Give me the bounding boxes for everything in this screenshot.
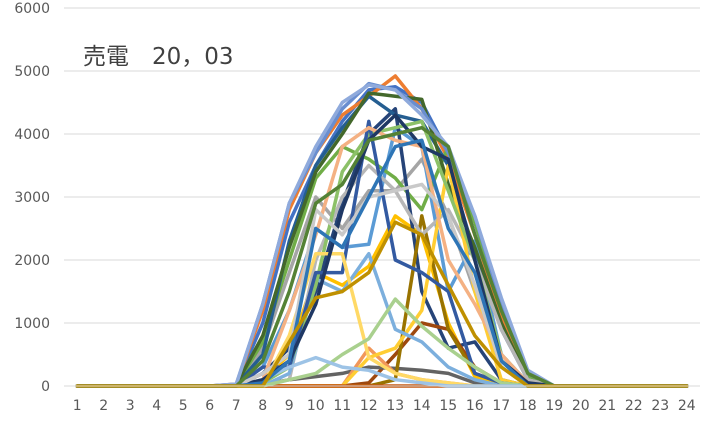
x-tick-label: 7 [232,398,241,414]
x-tick-label: 20 [572,398,590,414]
y-tick-label: 2000 [14,253,50,269]
y-tick-label: 5000 [14,64,50,80]
y-tick-label: 0 [41,379,50,395]
y-tick-label: 6000 [14,1,50,17]
x-tick-label: 22 [625,398,643,414]
x-tick-label: 14 [413,398,431,414]
x-tick-label: 19 [545,398,563,414]
x-tick-label: 3 [126,398,135,414]
x-tick-label: 8 [258,398,267,414]
y-tick-label: 4000 [14,127,50,143]
y-tick-label: 3000 [14,190,50,206]
x-tick-label: 15 [439,398,457,414]
x-tick-label: 12 [360,398,378,414]
x-tick-label: 13 [386,398,404,414]
x-tick-label: 18 [519,398,537,414]
x-tick-label: 11 [333,398,351,414]
x-tick-label: 10 [307,398,325,414]
x-tick-label: 21 [598,398,616,414]
x-tick-label: 17 [492,398,510,414]
x-tick-label: 24 [678,398,696,414]
x-tick-label: 9 [285,398,294,414]
x-tick-label: 6 [205,398,214,414]
y-tick-label: 1000 [14,316,50,332]
chart-title: 売電 20，03 [83,44,234,70]
x-tick-label: 23 [651,398,669,414]
x-tick-label: 4 [152,398,161,414]
x-tick-label: 1 [73,398,82,414]
x-tick-label: 16 [466,398,484,414]
x-tick-label: 2 [99,398,108,414]
x-tick-label: 5 [179,398,188,414]
